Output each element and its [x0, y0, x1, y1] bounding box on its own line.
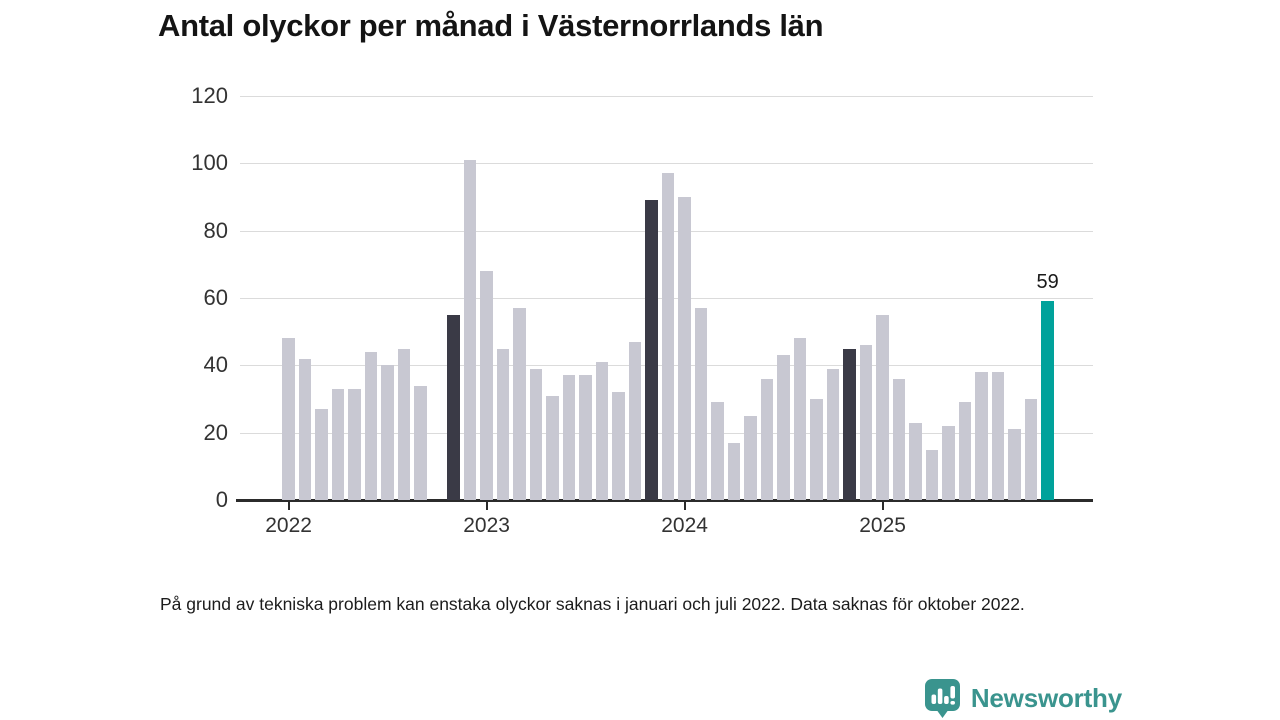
bar-2024-07 [777, 355, 790, 500]
bar-2024-02 [694, 308, 708, 500]
y-axis-label-80: 80 [203, 217, 228, 243]
bar-2025-02 [892, 378, 906, 500]
newsworthy-logo: Newsworthy [924, 678, 1122, 719]
bar-2023-02 [496, 348, 510, 500]
bar-2025-04 [925, 449, 939, 500]
bar-2022-12 [463, 159, 477, 500]
bar-2025-10 [1024, 399, 1038, 500]
bar-2023-08 [595, 361, 609, 500]
accent-value-label: 59 [1036, 271, 1059, 294]
bar-2025-09 [1008, 429, 1021, 500]
bar-2022-07 [381, 365, 394, 500]
x-axis-label-2024: 2024 [661, 514, 708, 537]
bar-2024-11 [843, 348, 856, 500]
bar-2024-12 [859, 345, 873, 500]
bar-2024-10 [826, 368, 840, 500]
bar-2024-06 [760, 378, 774, 500]
x-tick-2023 [485, 502, 488, 510]
y-axis-label-40: 40 [203, 352, 228, 378]
bar-2024-08 [793, 338, 807, 500]
bar-2024-01 [678, 197, 691, 500]
x-tick-2024 [683, 502, 686, 510]
bar-2024-04 [727, 442, 741, 500]
y-axis-label-20: 20 [203, 419, 228, 445]
bar-2022-06 [364, 351, 378, 500]
bar-2024-03 [711, 402, 724, 500]
chart-title: Antal olyckor per månad i Västernorrland… [158, 8, 824, 43]
x-tick-2022 [287, 502, 290, 510]
x-axis-label-2022: 2022 [265, 514, 312, 537]
bar-2025-03 [909, 422, 922, 500]
bar-2023-12 [661, 173, 675, 500]
bar-2022-03 [315, 409, 328, 500]
x-tick-2025 [881, 502, 884, 510]
bar-2024-05 [744, 415, 757, 500]
bar-2025-06 [958, 402, 972, 500]
bar-2022-04 [331, 388, 345, 500]
gridline-100 [240, 163, 1093, 165]
x-axis-line [236, 499, 1093, 502]
y-axis-label-0: 0 [215, 487, 228, 512]
bar-2025-11 [1041, 301, 1054, 500]
bar-chart: 0 20 40 60 80 100 120 59 2022 2023 2024 2025 [191, 83, 1093, 537]
newsworthy-logo-text: Newsworthy [970, 683, 1122, 713]
bar-2023-01 [480, 271, 493, 500]
bar-2025-07 [975, 372, 988, 500]
bar-2022-01 [282, 338, 295, 500]
bar-2025-01 [876, 314, 889, 500]
bar-2023-11 [645, 200, 658, 500]
bar-2022-11 [447, 314, 460, 500]
y-axis-label-60: 60 [203, 285, 228, 310]
bar-2023-07 [579, 375, 592, 500]
newsworthy-bubble-chart-icon [924, 679, 960, 718]
y-axis-label-120: 120 [191, 83, 228, 108]
bar-2023-06 [562, 375, 576, 500]
bar-2024-09 [810, 399, 823, 500]
bar-2022-02 [298, 358, 312, 500]
bar-2023-09 [612, 392, 625, 500]
bar-2025-08 [991, 372, 1005, 500]
x-axis-label-2025: 2025 [859, 514, 906, 537]
bar-2023-10 [628, 341, 642, 500]
bar-2022-05 [348, 388, 361, 500]
bar-2023-05 [546, 395, 559, 500]
bar-2023-03 [513, 308, 526, 500]
bar-2025-05 [942, 425, 955, 500]
bar-2023-04 [529, 368, 543, 500]
x-axis-label-2023: 2023 [463, 514, 510, 537]
bar-2022-08 [397, 348, 411, 500]
bar-2022-09 [414, 385, 427, 500]
y-axis-label-100: 100 [191, 150, 228, 176]
gridline-120 [240, 96, 1093, 97]
footnote-text: På grund av tekniska problem kan enstaka… [160, 594, 1025, 614]
